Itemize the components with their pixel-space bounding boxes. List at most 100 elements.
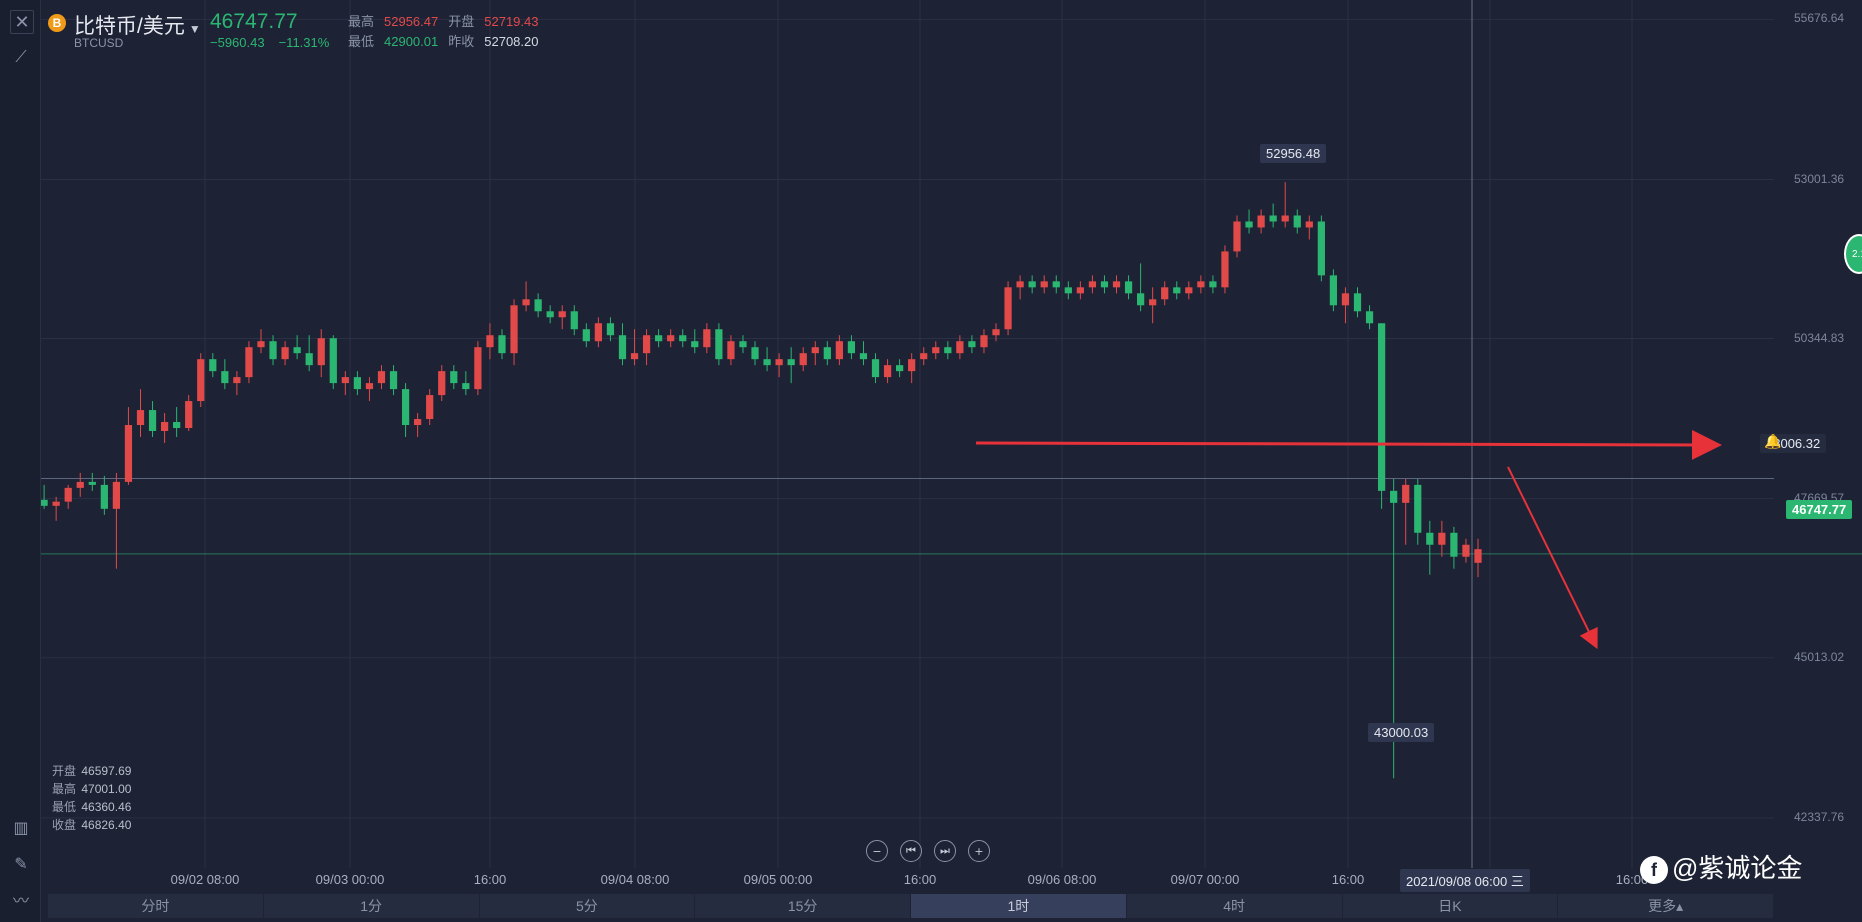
candle-body [1317,221,1325,276]
x-tick-label: 09/04 08:00 [600,872,670,887]
candle-body [221,371,229,384]
x-tick-label: 16:00 [1331,872,1365,887]
candle-body [257,341,265,348]
candle-body [1281,215,1289,222]
candle-body [160,422,169,432]
candle-body [883,365,892,378]
candle-body [1377,323,1386,491]
last-price: 46747.77 [210,10,298,33]
candle-body [136,410,145,426]
bell-icon[interactable]: 🔔 [1764,434,1782,450]
indicator-icon[interactable]: ▥ [13,817,29,837]
y-tick-label: 45013.02 [1794,649,1845,664]
candle-body [992,329,1000,336]
x-tick-label: 16:00 [903,872,937,887]
annotation-arrow-down [1507,466,1598,650]
skip-back-icon[interactable]: ⏮ [900,840,922,862]
price-stats: 最高 52956.47 开盘 52719.43 最低 42900.01 昨收 52708.2… [348,14,539,49]
chevron-down-icon[interactable]: ▼ [188,22,201,36]
candle-body [956,341,964,354]
candle-body [763,359,771,366]
timeframe-7[interactable]: 更多▴ [1558,894,1774,918]
line-price-tag: 48006.32 [1760,434,1827,453]
high-marker: 52956.48 [1260,144,1327,163]
timeframe-6[interactable]: 日K [1343,894,1559,918]
symbol-name[interactable]: 比特币/美元 ▼ [74,15,201,38]
candle-body [1450,532,1458,557]
candle-body [920,353,928,360]
candle-body [1402,484,1410,503]
candle-body [329,338,337,384]
candle-body [1390,490,1398,503]
candle-body [1076,287,1084,294]
candle-body [426,395,434,420]
x-tick-label: 09/07 00:00 [1170,872,1240,887]
candle-body [1112,281,1121,288]
candle-body [1209,281,1217,288]
candle-body [317,338,325,366]
candle-body [40,499,48,506]
candle-body [401,389,410,426]
candle-body [305,353,313,366]
candle-body [703,329,711,348]
candle-body [88,481,96,485]
timeframe-5[interactable]: 4时 [1127,894,1343,918]
candle-body [522,299,530,306]
timeframe-0[interactable]: 分时 [48,894,264,918]
candle-body [799,353,807,366]
candle-body [1052,281,1060,288]
x-tick-label: 16:00 [1615,872,1649,887]
candle-body [558,311,566,318]
candle-body [389,371,398,390]
bitcoin-icon: B [48,14,66,32]
zoom-in-icon[interactable]: + [968,840,990,862]
candle-body [968,341,976,348]
wave-icon[interactable]: 〰 [12,891,29,910]
candle-body [570,311,578,330]
candle-body [1173,287,1181,294]
candle-body [197,359,205,402]
candle-body [365,383,374,390]
timeframe-1[interactable]: 1分 [264,894,480,918]
candle-body [1233,221,1241,252]
candle-body [1365,311,1374,324]
candle-body [1341,293,1350,306]
candle-body [1064,287,1072,294]
pen-icon[interactable]: ✎ [14,853,28,873]
candle-body [450,371,458,384]
candle-body [1474,549,1482,563]
close-icon[interactable]: ✕ [10,10,34,34]
candle-body [823,347,831,360]
timeframe-2[interactable]: 5分 [480,894,696,918]
annotation-arrow-right [975,429,1722,460]
timeframe-4[interactable]: 1时 [911,894,1127,918]
candle-body [124,425,133,482]
x-axis: 09/02 08:00 09/03 00:00 16:00 09/04 08:00 09… [40,868,1774,890]
candle-body [209,359,217,372]
timeframe-3[interactable]: 15分 [695,894,911,918]
candle-body [630,353,639,360]
candle-body [751,347,759,360]
candle-body [1414,484,1422,533]
candle-body [1028,281,1036,288]
candle-body [859,353,868,360]
candle-body [1161,287,1169,300]
ohlc-panel: 开盘 46597.69 最高 47001.00 最低 46360.46 收盘 4… [52,764,132,832]
watermark: f @紫诚论金 [1640,848,1802,885]
chart-nav: − ⏮ ⏭ + [866,840,990,862]
skip-forward-icon[interactable]: ⏭ [934,840,956,862]
candle-body [100,484,108,509]
cursor-date-tag: 2021/09/08 06:00 三 [1400,869,1530,892]
current-price-tag: 46747.77 [1786,500,1853,519]
draw-line-icon[interactable]: ⟋ [15,47,27,66]
candle-body [944,347,952,354]
candle-body [811,347,819,354]
candle-body [1016,281,1024,288]
watermark-logo-icon: f [1640,856,1668,885]
candle-body [1136,293,1145,306]
candle-body [606,323,615,336]
candle-body [1185,287,1193,294]
zoom-out-icon[interactable]: − [866,840,888,862]
